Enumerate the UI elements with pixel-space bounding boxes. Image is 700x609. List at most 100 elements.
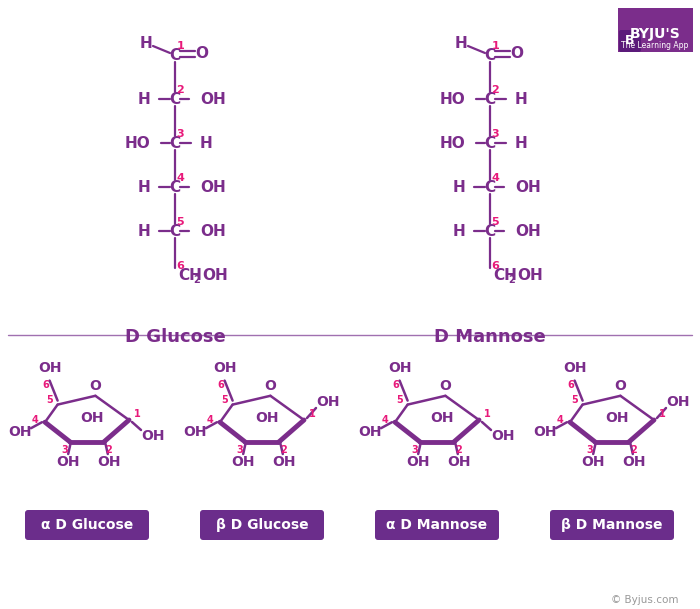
FancyBboxPatch shape [375,510,499,540]
Text: D Mannose: D Mannose [434,328,546,346]
Text: 6: 6 [491,261,499,271]
Text: O: O [90,379,102,393]
Text: OH: OH [202,267,228,283]
Text: H: H [452,180,465,194]
Text: OH: OH [8,425,32,439]
Text: C: C [484,91,496,107]
Text: OH: OH [622,455,645,469]
FancyBboxPatch shape [550,510,674,540]
Text: 2: 2 [509,275,515,285]
Text: 4: 4 [556,415,564,425]
Text: C: C [484,48,496,63]
Text: 2: 2 [631,445,637,455]
Text: OH: OH [430,411,454,425]
FancyBboxPatch shape [25,510,149,540]
Text: CH: CH [493,267,517,283]
Text: 3: 3 [237,445,244,455]
Text: O: O [195,46,209,62]
Text: 6: 6 [567,379,574,390]
Text: 3: 3 [62,445,69,455]
Text: 4: 4 [176,173,184,183]
Text: 3: 3 [412,445,419,455]
Text: 1: 1 [484,409,491,419]
Text: OH: OH [563,361,587,375]
Text: C: C [169,48,181,63]
Text: OH: OH [606,411,629,425]
Text: 4: 4 [491,173,499,183]
Text: 3: 3 [491,129,499,139]
Text: B: B [625,35,635,48]
Text: 4: 4 [32,415,38,425]
Text: C: C [169,224,181,239]
Text: α D Mannose: α D Mannose [386,518,488,532]
Text: 2: 2 [106,445,112,455]
FancyBboxPatch shape [618,8,693,52]
Text: CH: CH [178,267,202,283]
Text: β D Mannose: β D Mannose [561,518,663,532]
Text: O: O [615,379,626,393]
Text: 1: 1 [177,41,185,51]
Text: OH: OH [272,455,295,469]
Text: 2: 2 [194,275,200,285]
Text: D Glucose: D Glucose [125,328,225,346]
Text: OH: OH [515,180,540,194]
Text: 1: 1 [492,41,500,51]
Text: OH: OH [232,455,255,469]
Text: 5: 5 [396,395,403,404]
Text: © Byjus.com: © Byjus.com [611,595,679,605]
Text: 2: 2 [456,445,462,455]
Text: C: C [484,224,496,239]
Text: H: H [200,135,213,150]
Text: OH: OH [57,455,80,469]
Text: 5: 5 [176,217,184,227]
Text: 6: 6 [217,379,224,390]
Text: H: H [515,135,528,150]
Text: HO: HO [440,135,465,150]
Text: 2: 2 [491,85,499,95]
Text: OH: OH [38,361,62,375]
Text: α D Glucose: α D Glucose [41,518,133,532]
Text: OH: OH [80,411,104,425]
Text: BYJU'S: BYJU'S [629,27,680,41]
Text: OH: OH [200,224,225,239]
Text: OH: OH [533,425,556,439]
Text: C: C [169,91,181,107]
Text: OH: OH [582,455,605,469]
Text: H: H [452,224,465,239]
Text: 4: 4 [206,415,214,425]
Text: OH: OH [97,455,120,469]
Text: 5: 5 [221,395,228,404]
Text: OH: OH [388,361,412,375]
Text: 6: 6 [42,379,49,390]
Text: 2: 2 [176,85,184,95]
Text: OH: OH [515,224,540,239]
Text: 1: 1 [659,409,666,419]
Text: OH: OH [200,91,225,107]
FancyBboxPatch shape [619,30,641,52]
Text: 5: 5 [571,395,578,404]
Text: OH: OH [213,361,237,375]
Text: H: H [454,37,468,52]
Text: 3: 3 [176,129,184,139]
Text: 2: 2 [281,445,287,455]
Text: 1: 1 [134,409,141,419]
Text: 5: 5 [46,395,53,404]
Text: OH: OH [407,455,430,469]
Text: OH: OH [141,429,164,443]
Text: O: O [265,379,277,393]
FancyBboxPatch shape [200,510,324,540]
Text: C: C [169,180,181,194]
Text: C: C [484,135,496,150]
Text: OH: OH [358,425,382,439]
Text: The Learning App: The Learning App [622,41,689,51]
Text: O: O [510,46,524,62]
Text: OH: OH [200,180,225,194]
Text: 6: 6 [392,379,399,390]
Text: C: C [169,135,181,150]
Text: OH: OH [666,395,690,409]
Text: OH: OH [491,429,514,443]
Text: H: H [137,224,150,239]
Text: OH: OH [316,395,340,409]
Text: OH: OH [183,425,206,439]
Text: OH: OH [256,411,279,425]
